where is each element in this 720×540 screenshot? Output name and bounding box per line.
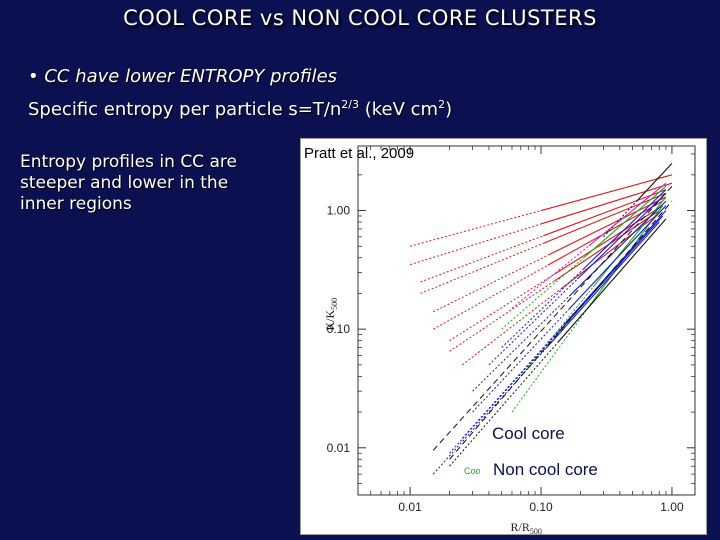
- series-group: [409, 162, 673, 475]
- series-ncc-5: [432, 196, 667, 313]
- legend-small-label: Coo: [464, 466, 481, 476]
- legend-non-cool-core: Non cool core: [493, 460, 598, 479]
- subtitle: Specific entropy per particle s=T/n2/3 (…: [28, 98, 452, 120]
- series-inner-segment: [511, 308, 588, 413]
- series-inner-segment: [432, 264, 549, 330]
- series-inner-segment: [432, 347, 547, 475]
- series-int-2: [520, 196, 667, 377]
- series-inner-segment: [511, 245, 590, 309]
- y-tick-label: 0.01: [327, 441, 351, 455]
- series-inner-segment: [449, 342, 559, 467]
- series-ncc-7: [449, 205, 663, 342]
- series-outer-segment: [568, 200, 667, 297]
- series-base-1: [432, 185, 673, 451]
- series-int-1: [501, 185, 667, 330]
- subtitle-exponent: 2/3: [341, 98, 359, 111]
- series-outer-segment: [592, 196, 667, 288]
- series-outer-segment: [577, 192, 667, 280]
- series-cc-3: [461, 210, 667, 439]
- series-outer-segment: [540, 174, 673, 212]
- y-tick-label: 1.00: [327, 204, 351, 218]
- series-inner-segment: [603, 199, 639, 238]
- bullet-text: • CC have lower ENTROPY profiles: [28, 66, 338, 87]
- series-inner-segment: [420, 235, 544, 283]
- series-inner-segment: [449, 334, 557, 454]
- series-cc-7: [432, 221, 660, 475]
- series-outer-segment: [555, 215, 664, 335]
- series-outer-segment: [637, 162, 673, 201]
- series-inner-segment: [520, 286, 594, 377]
- subtitle-suffix: (keV cm: [359, 99, 439, 120]
- series-inner-segment: [420, 242, 544, 294]
- series-outer-segment: [549, 196, 667, 255]
- subtitle-unit-exponent: 2: [438, 98, 446, 111]
- x-tick-label: 0.01: [398, 500, 422, 514]
- series-line: [432, 185, 673, 451]
- series-line: [449, 200, 673, 460]
- credit-label: Pratt et al., 2009: [304, 145, 415, 162]
- series-ncc-4: [420, 192, 667, 294]
- series-inner-segment: [409, 223, 542, 266]
- series-outer-segment: [588, 182, 667, 247]
- series-outer-segment: [568, 205, 667, 310]
- series-cc-5: [488, 192, 667, 366]
- legend-cool-core: Cool core: [492, 424, 565, 443]
- series-inner-segment: [461, 288, 562, 366]
- series-ncc-1: [409, 174, 673, 247]
- series-inner-segment: [472, 308, 570, 413]
- series-inner-segment: [488, 278, 578, 366]
- series-outer-segment: [543, 189, 667, 237]
- series-oth-2: [603, 162, 673, 238]
- slide-title: COOL CORE vs NON COOL CORE CLUSTERS: [123, 6, 597, 30]
- note-text: Entropy profiles in CC are steeper and l…: [20, 152, 237, 214]
- series-oth-1: [449, 218, 667, 467]
- series-base-2: [449, 200, 673, 460]
- series-ncc-3: [420, 189, 667, 283]
- series-inner-segment: [449, 272, 557, 342]
- plot-frame: [357, 145, 696, 496]
- x-tick-label: 1.00: [660, 500, 684, 514]
- x-tick-label: 0.10: [529, 500, 553, 514]
- plot-frame-group: [357, 145, 696, 496]
- y-axis-label: K/K500: [323, 298, 339, 331]
- series-inner-segment: [432, 253, 550, 313]
- series-outer-segment: [540, 182, 673, 225]
- series-cc-1: [472, 200, 667, 392]
- series-ncc-2: [409, 182, 673, 266]
- series-ext-1: [511, 182, 667, 309]
- series-inner-segment: [472, 295, 570, 392]
- series-inner-segment: [409, 210, 542, 247]
- x-axis-label: R/R500: [511, 520, 542, 535]
- series-inner-segment: [449, 280, 555, 352]
- y-tick-label: 0.10: [327, 322, 351, 336]
- series-cc-2: [472, 205, 667, 413]
- series-outer-segment: [583, 189, 667, 269]
- entropy-chart: 0.01 0.10 1.00 0.01 0.10 1.00 R/R500 K/K500 C…: [323, 145, 696, 535]
- subtitle-prefix: Specific entropy per particle s=T/n: [28, 99, 342, 120]
- subtitle-close: ): [445, 99, 453, 120]
- series-outer-segment: [543, 192, 667, 244]
- series-inner-segment: [461, 324, 565, 439]
- series-inner-segment: [501, 268, 585, 348]
- series-ncc-6: [432, 200, 663, 330]
- series-cc-6: [501, 189, 667, 348]
- series-outer-segment: [545, 221, 660, 349]
- legend: Cool core Coo Non cool core: [464, 424, 598, 479]
- series-outer-segment: [557, 218, 667, 343]
- tick-group: 0.01 0.10 1.00 0.01 0.10 1.00: [327, 146, 695, 514]
- series-outer-segment: [583, 185, 667, 259]
